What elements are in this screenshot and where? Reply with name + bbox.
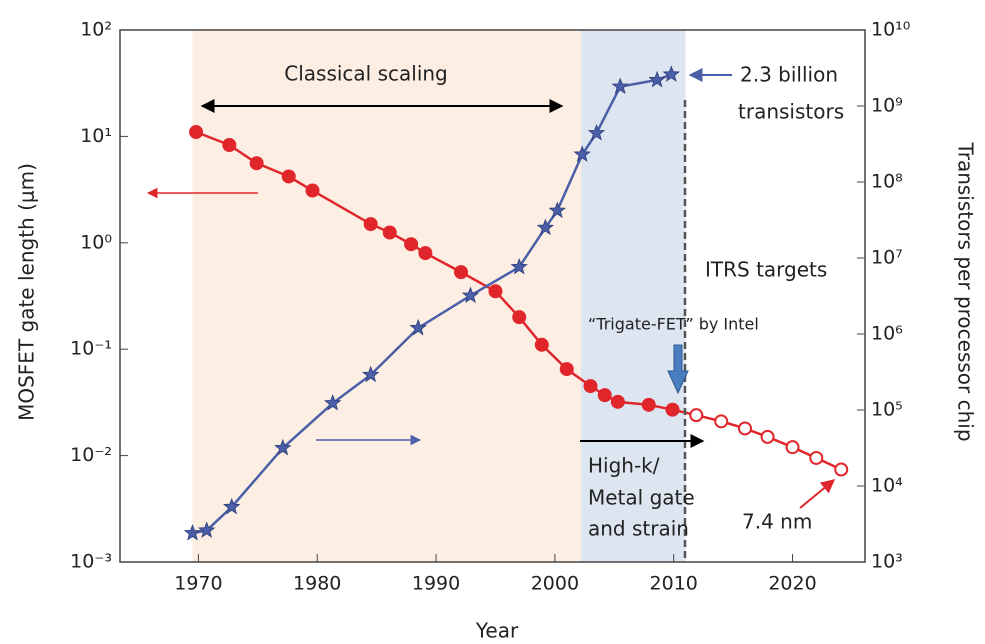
circle-marker [665,402,680,417]
circle-marker [809,450,824,465]
annotation: and strain [588,517,689,541]
circle-marker [689,408,704,423]
x-tick-label: 1970 [174,573,222,595]
y2-tick-label: 10¹⁰ [871,19,910,41]
y-tick-label: 10² [80,19,112,41]
circle-marker [737,421,752,436]
circle-marker [597,388,612,403]
y2-tick-label: 10⁴ [871,475,903,497]
circle-marker [610,394,625,409]
y-tick-label: 10⁻² [70,444,112,466]
star-marker [362,365,380,383]
circle-marker [641,397,656,412]
star-marker [536,218,555,236]
star-marker [648,70,666,88]
circle-marker [363,217,378,232]
annotation: Metal gate [588,486,695,510]
circle-marker [382,225,397,240]
circle-marker [281,169,296,184]
annotation: High-k/ [588,454,660,478]
x-tick-label: 2020 [768,573,816,595]
y-tick-label: 10⁰ [80,231,112,253]
end-arrow [799,479,836,509]
annotation: Classical scaling [284,62,448,86]
star-marker [573,145,591,162]
circle-marker [488,284,503,299]
circle-marker [454,265,469,280]
y2-tick-label: 10⁶ [871,323,903,345]
trigate-arrow [667,344,689,395]
star-marker [510,257,528,275]
y2-tick-label: 10⁹ [871,95,903,117]
star-marker [662,65,680,82]
y2-tick-label: 10⁸ [871,171,903,193]
star-marker [548,201,566,219]
x-tick-label: 1990 [412,573,460,595]
star-marker [409,318,427,336]
y-tick-label: 10¹ [80,125,112,147]
x-axis-title: Year [475,619,519,643]
circle-marker [583,379,598,394]
y2-axis-title: Transistors per processor chip [954,141,978,441]
x-tick-label: 2010 [650,573,698,595]
circle-marker [404,237,419,252]
y-tick-label: 10⁻¹ [70,338,112,360]
star-marker [324,394,342,411]
star-marker [461,286,480,304]
y2-tick-label: 10⁷ [871,247,903,269]
circle-marker [760,429,775,444]
circle-marker [512,310,527,325]
circle-marker [249,156,264,171]
annotation: 7.4 nm [742,510,812,534]
y2-tick-label: 10⁵ [871,399,903,421]
circle-marker [559,362,574,377]
circle-marker [714,414,729,429]
annotation: transistors [738,100,844,124]
y-tick-label: 10⁻³ [70,551,112,573]
star-marker [223,497,241,515]
circle-marker [305,183,320,198]
y-axis-title: MOSFET gate length (μm) [15,163,39,421]
star-marker [183,523,202,541]
circle-marker [418,246,433,261]
circle-marker [534,337,549,352]
star-marker [587,123,606,141]
star-marker [274,438,292,456]
annotation: “Trigate-FET” by Intel [588,315,759,334]
star-marker [198,521,216,538]
circle-marker [189,124,204,139]
y2-tick-label: 10³ [871,551,903,573]
circle-marker [834,462,849,477]
series-line [192,73,672,535]
circle-marker [222,138,237,153]
circle-marker [785,440,800,455]
annotation: 2.3 billion [740,63,838,87]
x-tick-label: 2000 [531,573,579,595]
annotation: ITRS targets [705,258,827,282]
x-tick-label: 1980 [293,573,341,595]
star-marker [611,77,629,95]
shaded-span [581,30,686,562]
shaded-span [192,30,582,562]
plot-frame [119,29,866,563]
